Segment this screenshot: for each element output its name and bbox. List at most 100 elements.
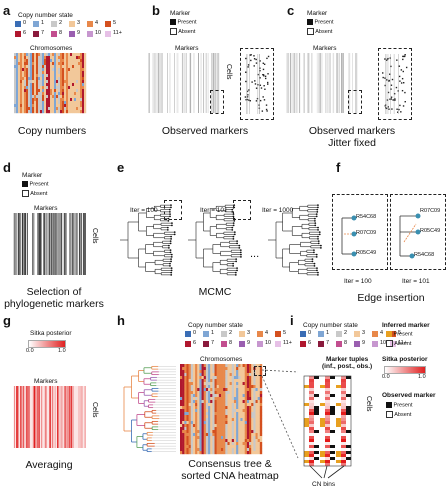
cn-cell — [238, 367, 241, 371]
panel-f-label: f — [336, 160, 341, 175]
cn-cell — [64, 59, 67, 63]
cn-cell — [78, 89, 81, 93]
cn-cell — [223, 439, 226, 443]
cn-cell — [195, 445, 198, 449]
tuple-observed-cell — [330, 427, 335, 430]
cn-cell — [214, 391, 217, 395]
tree-leaf — [233, 231, 236, 234]
cn-cell — [214, 418, 217, 422]
cn-cell — [244, 373, 248, 377]
cn-cell — [251, 439, 254, 443]
tree-leaf — [166, 226, 169, 229]
tree-leaf — [170, 273, 173, 276]
tuple-observed-cell — [346, 460, 351, 463]
tree-leaf — [169, 242, 172, 245]
tuple-inferred-cell — [304, 406, 309, 409]
cn-cell — [60, 95, 63, 99]
marker-dot — [247, 64, 250, 66]
marker-dot — [402, 70, 404, 73]
cn-cell — [203, 436, 207, 440]
cn-swatch — [15, 31, 21, 37]
cn-cell — [218, 451, 222, 455]
cn-cell — [208, 415, 211, 419]
tuple-inferred-cell — [304, 388, 309, 391]
marker-dot — [262, 73, 264, 76]
cn-cell — [203, 421, 207, 425]
tuple-observed-cell — [314, 451, 319, 454]
tuple-posterior-cell — [341, 451, 346, 454]
cn-cell — [216, 445, 220, 449]
cn-cell — [48, 107, 51, 111]
cn-cell — [26, 98, 29, 102]
cn-cell — [50, 101, 53, 105]
cn-cell — [259, 439, 263, 443]
cn-cell — [16, 95, 19, 99]
cn-cell — [203, 415, 207, 419]
cn-cell — [223, 406, 226, 410]
tree-leaf — [234, 273, 237, 276]
tuple-inferred-cell — [304, 391, 309, 394]
cn-cell — [229, 400, 232, 404]
cn-cell — [255, 409, 258, 413]
cn-cell — [66, 104, 69, 108]
cn-cell — [218, 367, 222, 371]
tuple-observed-cell — [346, 445, 351, 448]
cn-cell — [231, 379, 235, 383]
inferred-present-swatch — [386, 331, 392, 337]
cn-cell — [76, 110, 79, 114]
cn-cell — [208, 403, 211, 407]
cn-cell — [229, 424, 232, 428]
cn-cell — [18, 77, 21, 81]
cn-swatch-label: 8 — [59, 30, 63, 36]
cn-cell — [203, 403, 207, 407]
cn-cell — [214, 397, 217, 401]
cn-cell — [60, 107, 63, 111]
cn-cell — [36, 92, 39, 96]
cn-cell — [246, 421, 250, 425]
cn-cell — [84, 65, 87, 69]
cn-cell — [66, 80, 69, 84]
cn-cell — [221, 403, 224, 407]
cn-cell — [201, 409, 204, 413]
cn-cell — [54, 95, 57, 99]
cn-cell — [62, 62, 65, 66]
tuple-posterior-cell — [341, 391, 346, 394]
cn-cell — [244, 439, 248, 443]
cn-cell — [214, 409, 217, 413]
cn-cell — [38, 53, 41, 57]
cn-cell — [190, 364, 194, 368]
cn-cell — [182, 418, 185, 422]
cn-cell — [229, 415, 232, 419]
tuple-posterior-cell — [309, 409, 314, 412]
cn-cell — [36, 104, 39, 108]
cn-cell — [80, 53, 83, 57]
cn-cell — [221, 424, 224, 428]
cn-cell — [236, 397, 239, 401]
cn-cell — [251, 415, 254, 419]
cn-cell — [216, 433, 220, 437]
cn-swatch — [390, 341, 396, 347]
cn-cell — [208, 421, 211, 425]
cn-cell — [58, 107, 61, 111]
cn-cell — [197, 451, 200, 455]
cn-cell — [52, 110, 55, 114]
cn-cell — [22, 62, 25, 66]
tree-leaf — [173, 233, 176, 236]
tuple-observed-cell — [330, 400, 335, 403]
cn-cell — [257, 406, 261, 410]
cn-cell — [46, 95, 49, 99]
cn-cell — [208, 448, 211, 452]
panel-c-heatmap-title: Markers — [313, 45, 337, 52]
cn-cell — [259, 397, 263, 401]
panel-i-sitka-title: Sitka posterior — [382, 356, 428, 363]
cn-cell — [62, 92, 65, 96]
cn-cell — [225, 424, 228, 428]
cn-cell — [32, 110, 35, 114]
cn-swatch — [69, 21, 75, 27]
cn-cell — [221, 370, 224, 374]
tuple-posterior-cell — [325, 421, 330, 424]
tuple-posterior-cell — [309, 412, 314, 415]
cn-cell — [249, 415, 252, 419]
cn-cell — [44, 65, 47, 69]
cn-cell — [78, 59, 81, 63]
